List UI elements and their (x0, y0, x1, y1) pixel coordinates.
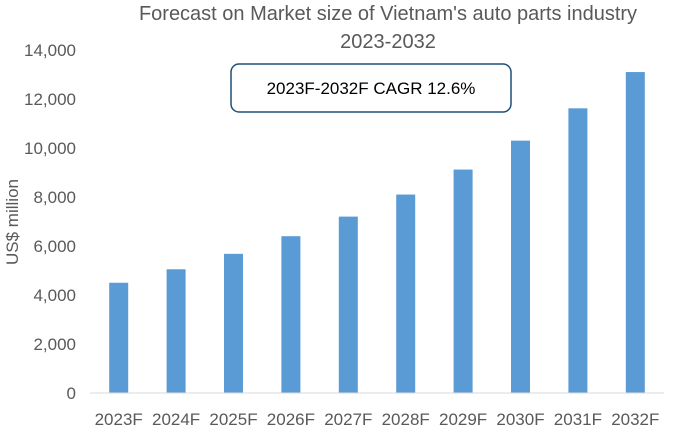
y-axis-label: US$ million (3, 179, 22, 265)
y-tick-label: 0 (67, 384, 76, 403)
y-tick-label: 6,000 (33, 237, 76, 256)
cagr-annotation-text: 2023F-2032F CAGR 12.6% (267, 79, 476, 98)
bar-2026F (281, 236, 301, 393)
x-tick-label: 2027F (324, 410, 372, 429)
x-tick-label: 2024F (152, 410, 200, 429)
bar-2024F (166, 269, 186, 393)
bar-2023F (109, 282, 129, 393)
bar-2025F (224, 253, 243, 393)
chart-title: Forecast on Market size of Vietnam's aut… (139, 3, 637, 25)
y-axis-ticks: 0 2,000 4,000 6,000 8,000 10,000 12,000 14,000 (24, 41, 76, 403)
x-tick-label: 2030F (496, 410, 544, 429)
y-tick-label: 10,000 (24, 139, 76, 158)
y-tick-label: 2,000 (33, 335, 76, 354)
x-tick-label: 2031F (554, 410, 602, 429)
bar-2028F (396, 194, 416, 393)
cagr-annotation-box (230, 63, 512, 113)
x-tick-label: 2023F (95, 410, 143, 429)
bars (109, 72, 645, 394)
cagr-annotation: 2023F-2032F CAGR 12.6% (230, 63, 512, 113)
x-tick-label: 2026F (267, 410, 315, 429)
x-tick-label: 2029F (439, 410, 487, 429)
bar-2032F (625, 72, 645, 394)
bar-2031F (568, 108, 588, 393)
y-tick-label: 12,000 (24, 90, 76, 109)
bar-2029F (453, 169, 473, 393)
x-tick-label: 2025F (209, 410, 257, 429)
bar-2030F (511, 140, 530, 393)
x-tick-label: 2028F (382, 410, 430, 429)
y-tick-label: 8,000 (33, 188, 76, 207)
bar-2027F (338, 216, 358, 393)
y-tick-label: 4,000 (33, 286, 76, 305)
y-tick-label: 14,000 (24, 41, 76, 60)
x-axis-ticks: 2023F 2024F 2025F 2026F 2027F 2028F 2029F 2030F… (95, 410, 660, 429)
x-tick-label: 2032F (611, 410, 659, 429)
chart-subtitle: 2023-2032 (340, 31, 436, 53)
